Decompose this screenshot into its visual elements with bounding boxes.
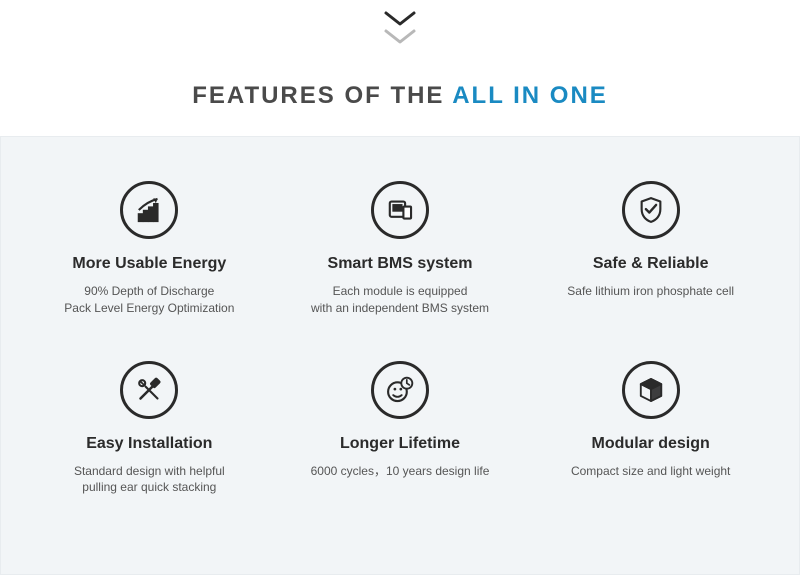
shield-check-icon (622, 181, 680, 239)
feature-desc: 90% Depth of Discharge Pack Level Energy… (64, 283, 234, 317)
tools-icon (120, 361, 178, 419)
feature-item: Smart BMS system Each module is equipped… (280, 181, 521, 317)
feature-item: More Usable Energy 90% Depth of Discharg… (29, 181, 270, 317)
scroll-chevrons (383, 10, 417, 46)
page: FEATURES OF THE ALL IN ONE (0, 0, 800, 575)
feature-title: Safe & Reliable (593, 255, 709, 273)
feature-title: Smart BMS system (328, 255, 473, 273)
feature-desc: Safe lithium iron phosphate cell (567, 283, 734, 300)
feature-item: Safe & Reliable Safe lithium iron phosph… (530, 181, 771, 317)
feature-item: Modular design Compact size and light we… (530, 361, 771, 497)
heading-text-accent: ALL IN ONE (452, 82, 608, 109)
feature-title: Longer Lifetime (340, 435, 460, 453)
feature-desc: 6000 cycles，10 years design life (311, 463, 490, 480)
feature-item: Longer Lifetime 6000 cycles，10 years des… (280, 361, 521, 497)
features-grid: More Usable Energy 90% Depth of Discharg… (29, 181, 771, 496)
section-heading: FEATURES OF THE ALL IN ONE (192, 82, 608, 110)
feature-item: Easy Installation Standard design with h… (29, 361, 270, 497)
feature-title: More Usable Energy (72, 255, 226, 273)
lifetime-icon (371, 361, 429, 419)
chevron-down-icon (383, 10, 417, 28)
chevron-down-icon (383, 28, 417, 46)
chart-arrow-icon (120, 181, 178, 239)
feature-title: Modular design (592, 435, 710, 453)
feature-desc: Standard design with helpful pulling ear… (74, 463, 225, 497)
cube-icon (622, 361, 680, 419)
feature-desc: Each module is equipped with an independ… (311, 283, 489, 317)
heading-text-main: FEATURES OF THE (192, 82, 452, 109)
bms-module-icon (371, 181, 429, 239)
features-container: More Usable Energy 90% Depth of Discharg… (0, 136, 800, 575)
feature-title: Easy Installation (86, 435, 212, 453)
feature-desc: Compact size and light weight (571, 463, 730, 480)
